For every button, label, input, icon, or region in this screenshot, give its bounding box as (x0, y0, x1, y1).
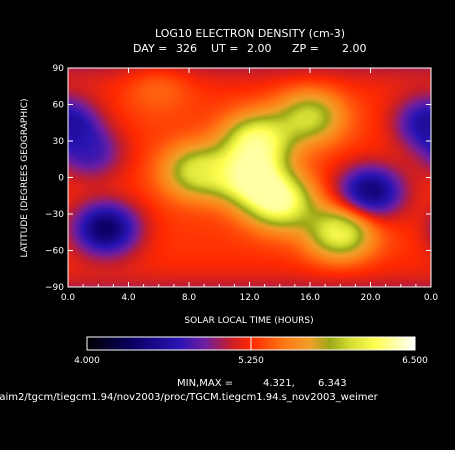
x-tick-label: 20.0 (360, 293, 380, 303)
y-tick-label: 0 (58, 174, 64, 184)
y-tick-label: −90 (45, 283, 64, 293)
day-value: 326 (176, 42, 197, 55)
ut-label: UT = (211, 42, 238, 55)
y-tick-label: 60 (53, 101, 65, 111)
min-value: 4.321, (263, 378, 295, 389)
colorbar-tick-label: 5.250 (238, 356, 264, 366)
max-value: 6.343 (318, 378, 347, 389)
colorbar-tick-label: 6.500 (402, 356, 428, 366)
y-tick-label: −30 (45, 210, 64, 220)
y-axis: −90 −60 −30 0 30 60 90 (45, 64, 431, 293)
chart-title: LOG10 ELECTRON DENSITY (cm-3) (155, 27, 345, 40)
x-tick-label: 8.0 (182, 293, 197, 303)
ut-value: 2.00 (247, 42, 272, 55)
x-axis: 0.0 4.0 8.0 12.0 16.0 20.0 0.0 (61, 68, 439, 303)
min-max-label: MIN,MAX = (177, 378, 233, 389)
x-tick-label: 0.0 (61, 293, 76, 303)
colorbar-tick-label: 4.000 (74, 356, 100, 366)
y-axis-label: LATITUDE (DEGREES GEOGRAPHIC) (20, 98, 30, 257)
y-tick-label: −60 (45, 247, 64, 257)
x-tick-label: 4.0 (121, 293, 136, 303)
day-label: DAY = (133, 42, 167, 55)
source-path: /aim2/tgcm/tiegcm1.94/nov2003/proc/TGCM.… (0, 392, 379, 403)
x-tick-label: 16.0 (300, 293, 320, 303)
x-tick-label: 12.0 (239, 293, 259, 303)
y-tick-label: 90 (53, 64, 65, 74)
chart-subtitle: DAY = 326 UT = 2.00 ZP = 2.00 (133, 42, 367, 55)
plot-area (67, 67, 432, 288)
y-tick-label: 30 (53, 137, 65, 147)
zp-label: ZP = (292, 42, 319, 55)
colorbar: 4.000 5.250 6.500 (74, 336, 428, 366)
x-axis-label: SOLAR LOCAL TIME (HOURS) (184, 316, 313, 326)
colorbar-ticks: 4.000 5.250 6.500 (74, 337, 428, 366)
zp-value: 2.00 (342, 42, 367, 55)
x-tick-label: 0.0 (424, 293, 439, 303)
density-heatmap (68, 68, 431, 287)
min-max-readout: MIN,MAX = 4.321, 6.343 (177, 378, 347, 389)
